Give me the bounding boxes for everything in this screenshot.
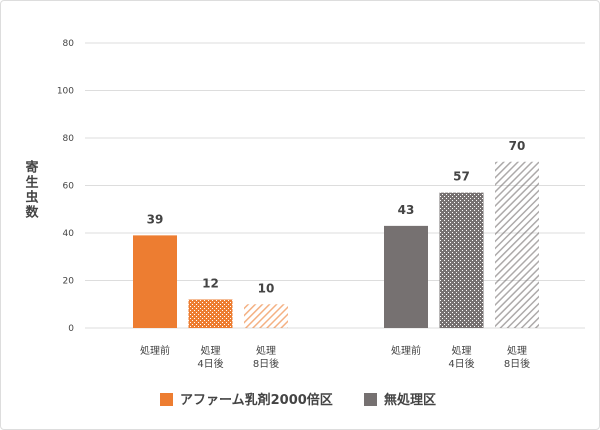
legend-label: アファーム乳剤2000倍区 xyxy=(180,392,333,408)
x-tick-label: 処理前 xyxy=(140,344,170,357)
y-tick-label: 80 xyxy=(63,39,75,49)
y-tick-label: 40 xyxy=(63,229,75,239)
bar xyxy=(439,192,484,328)
bar xyxy=(244,304,288,328)
legend-label: 無処理区 xyxy=(384,392,436,408)
y-axis-label: 寄生虫数 xyxy=(23,159,39,220)
bar xyxy=(495,161,539,328)
y-tick-label: 80 xyxy=(63,134,75,144)
value-label: 10 xyxy=(258,281,275,295)
x-tick-label: 8日後 xyxy=(504,357,530,370)
y-tick-label: 100 xyxy=(57,87,74,97)
x-tick-label: 4日後 xyxy=(448,357,474,370)
y-tick-label: 20 xyxy=(63,277,75,287)
bar xyxy=(133,235,177,328)
value-label: 12 xyxy=(202,277,219,291)
x-tick-label: 処理 xyxy=(201,344,221,357)
x-tick-label: 処理 xyxy=(507,344,527,357)
legend-swatch xyxy=(160,393,173,406)
value-label: 70 xyxy=(509,139,526,153)
x-tick-label: 処理 xyxy=(256,344,276,357)
bar xyxy=(384,225,428,328)
x-tick-label: 8日後 xyxy=(253,357,279,370)
y-tick-label: 0 xyxy=(68,324,74,334)
x-tick-label: 処理 xyxy=(452,344,472,357)
value-label: 43 xyxy=(398,203,415,217)
value-label: 57 xyxy=(453,170,470,184)
x-tick-label: 4日後 xyxy=(197,357,223,370)
value-label: 39 xyxy=(147,212,164,226)
y-tick-label: 60 xyxy=(63,182,75,192)
bar xyxy=(188,299,233,328)
legend-swatch xyxy=(364,393,377,406)
x-tick-label: 処理前 xyxy=(391,344,421,357)
